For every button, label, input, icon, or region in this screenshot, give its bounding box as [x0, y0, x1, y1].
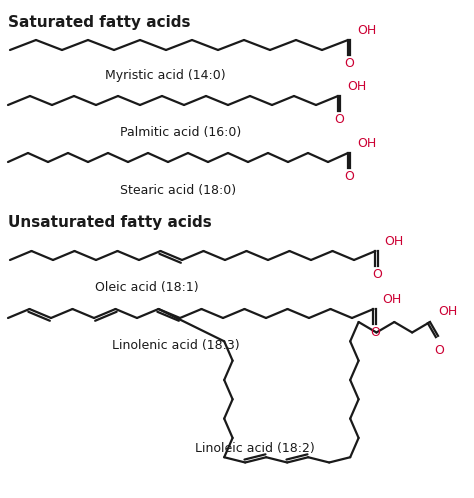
Text: O: O [370, 326, 380, 339]
Text: O: O [434, 344, 444, 357]
Text: OH: OH [438, 304, 457, 318]
Text: Oleic acid (18:1): Oleic acid (18:1) [95, 280, 199, 293]
Text: O: O [334, 113, 344, 125]
Text: OH: OH [384, 235, 404, 248]
Text: O: O [372, 267, 382, 280]
Text: Linoleic acid (18:2): Linoleic acid (18:2) [195, 442, 315, 455]
Text: Linolenic acid (18:3): Linolenic acid (18:3) [112, 339, 240, 352]
Text: O: O [344, 56, 354, 70]
Text: Palmitic acid (16:0): Palmitic acid (16:0) [120, 125, 241, 138]
Text: OH: OH [357, 23, 376, 36]
Text: Unsaturated fatty acids: Unsaturated fatty acids [8, 215, 212, 230]
Text: Myristic acid (14:0): Myristic acid (14:0) [105, 69, 226, 82]
Text: OH: OH [383, 292, 402, 305]
Text: Saturated fatty acids: Saturated fatty acids [8, 15, 191, 30]
Text: OH: OH [347, 80, 366, 93]
Text: O: O [344, 169, 354, 182]
Text: Stearic acid (18:0): Stearic acid (18:0) [120, 183, 236, 197]
Text: OH: OH [357, 136, 376, 149]
